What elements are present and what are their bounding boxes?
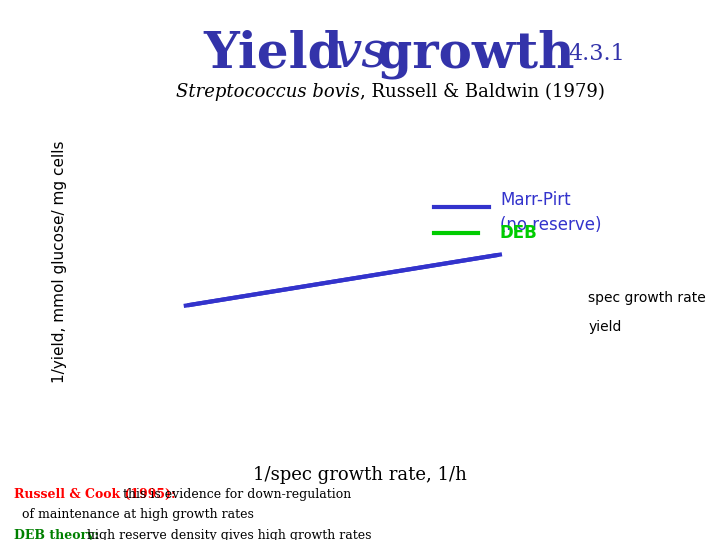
Text: spec growth rate: spec growth rate — [588, 291, 706, 305]
Text: (no reserve): (no reserve) — [500, 217, 601, 234]
Text: 4.3.1: 4.3.1 — [569, 43, 626, 65]
Text: DEB: DEB — [500, 224, 538, 242]
Text: Streptococcus bovis: Streptococcus bovis — [176, 83, 360, 101]
Text: Marr-Pirt: Marr-Pirt — [500, 191, 570, 209]
Text: high reserve density gives high growth rates: high reserve density gives high growth r… — [83, 529, 372, 540]
Text: Russell & Cook (1995):: Russell & Cook (1995): — [14, 488, 176, 501]
Text: vs: vs — [333, 29, 387, 79]
Text: DEB theory:: DEB theory: — [14, 529, 99, 540]
Text: yield: yield — [588, 320, 621, 334]
Text: 1/yield, mmol glucose/ mg cells: 1/yield, mmol glucose/ mg cells — [52, 140, 66, 383]
Text: growth: growth — [360, 29, 575, 79]
Text: , Russell & Baldwin (1979): , Russell & Baldwin (1979) — [360, 83, 605, 101]
Text: 1/spec growth rate, 1/h: 1/spec growth rate, 1/h — [253, 466, 467, 484]
Text: this is evidence for down-regulation: this is evidence for down-regulation — [119, 488, 351, 501]
Text: Yield: Yield — [203, 30, 360, 78]
Text: of maintenance at high growth rates: of maintenance at high growth rates — [14, 508, 254, 521]
